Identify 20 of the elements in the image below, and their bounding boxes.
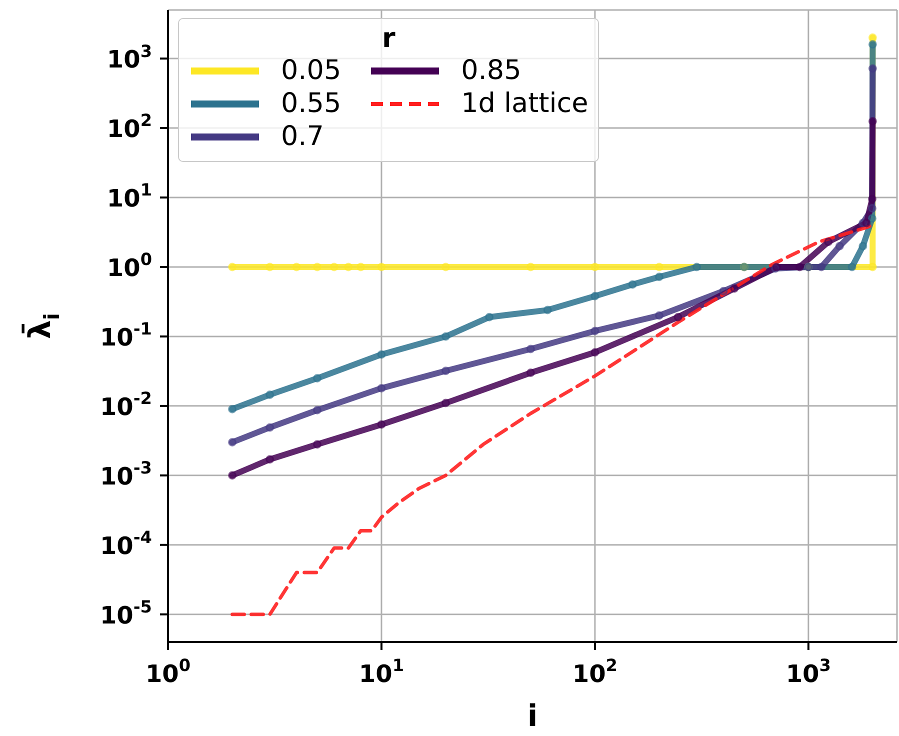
legend-label: 0.05 [281,55,342,86]
legend-label: 1d lattice [461,88,588,119]
x-tick-label: 10$^{1}$ [358,655,404,688]
y-tick-label: 10$^{-3}$ [100,458,152,490]
y-tick-label: 10$^{-2}$ [100,388,152,421]
y-tick-label: 10$^{1}$ [106,180,152,213]
y-tick-label: 10$^{0}$ [106,249,152,282]
legend-label: 0.85 [461,55,522,86]
y-tick-label: 10$^{2}$ [106,110,152,144]
y-tick-label: 10$^{3}$ [106,40,152,74]
legend-label: 0.55 [281,88,342,119]
x-tick-label: 10$^{2}$ [572,655,618,688]
y-tick-label: 10$^{-4}$ [100,527,152,560]
x-tick-label: 10$^{0}$ [145,655,191,688]
x-tick-label: 10$^{3}$ [786,655,831,688]
legend-label: 0.7 [281,121,324,152]
legend-title: r [380,23,396,54]
x-axis-title: i [527,699,538,734]
y-tick-label: 10$^{-5}$ [100,596,152,630]
y-tick-label: 10$^{-1}$ [100,318,152,352]
